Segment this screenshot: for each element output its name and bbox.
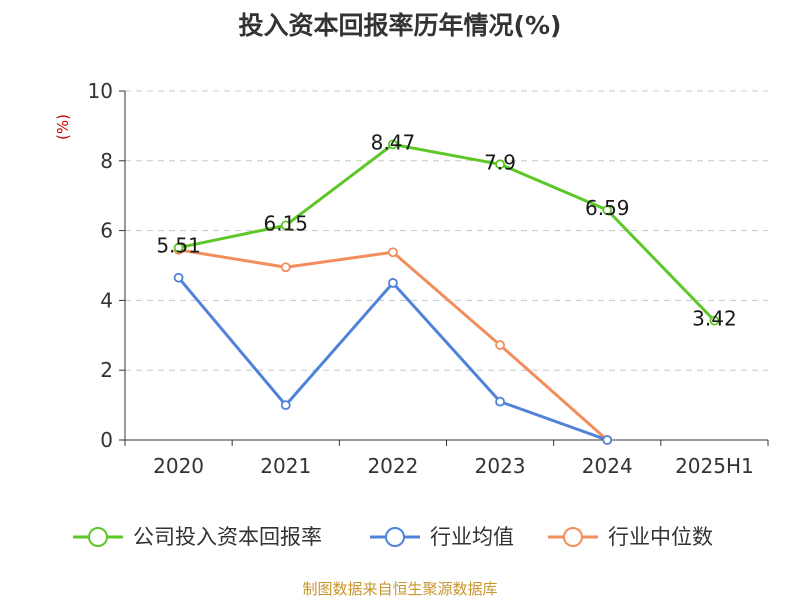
data-point-0: [495, 159, 505, 170]
series-lines: [177, 142, 716, 442]
legend-item-2: 行业中位数: [548, 525, 713, 549]
legend-item-0: 公司投入资本回报率: [73, 525, 322, 549]
x-tick-label: 2022: [367, 454, 418, 478]
y-tick-label: 2: [100, 358, 113, 382]
legend-marker: [88, 527, 108, 547]
source-footer: 制图数据来自恒生聚源数据库: [302, 580, 498, 598]
legend-label: 行业中位数: [608, 525, 713, 549]
y-tick-label: 10: [88, 79, 113, 103]
x-tick-label: 2024: [582, 454, 633, 478]
data-point-0: [709, 315, 720, 326]
data-point-0: [173, 242, 184, 253]
y-tick-label: 8: [100, 149, 113, 173]
data-point-2: [280, 262, 291, 273]
x-tick-label: 2020: [153, 454, 204, 478]
data-label: 7.9: [484, 150, 516, 174]
data-point-0: [602, 205, 613, 215]
legend-label: 公司投入资本回报率: [133, 525, 322, 549]
legend-marker: [563, 527, 583, 547]
x-tick-label: 2023: [475, 454, 526, 478]
series-line-1: [177, 276, 608, 442]
data-point-1: [388, 278, 398, 288]
data-point-2: [495, 340, 505, 350]
data-labels: 5.51 6.15 8.47 7.9 6.59 3.42: [156, 130, 736, 330]
y-axis-label: (%): [54, 114, 72, 140]
data-label: 3.42: [692, 307, 737, 331]
series-line-0: [178, 142, 716, 322]
x-tick-label: 2025H1: [675, 454, 754, 478]
data-point-2: [388, 247, 398, 258]
axes: 0 2 4 6 8 10 2020 2021 2022 2023 2024 2025H1: [88, 79, 769, 478]
y-tick-label: 4: [100, 288, 113, 312]
series-points: [173, 139, 720, 445]
legend-label: 行业均值: [430, 525, 514, 549]
data-label: 6.15: [263, 211, 308, 235]
data-point-1: [602, 435, 613, 445]
y-tick-label: 6: [100, 219, 113, 243]
data-point-1: [173, 272, 184, 283]
legend: 公司投入资本回报率 行业均值 行业中位数: [73, 525, 713, 549]
legend-marker: [385, 527, 405, 547]
y-tick-label: 0: [100, 428, 113, 452]
x-tick-label: 2021: [260, 454, 311, 478]
data-point-1: [280, 400, 291, 411]
data-point-0: [388, 139, 398, 150]
data-point-0: [280, 220, 291, 231]
chart-title: 投入资本回报率历年情况(%): [238, 11, 562, 40]
data-label: 5.51: [156, 234, 201, 258]
legend-item-1: 行业均值: [370, 525, 514, 549]
data-label: 8.47: [371, 130, 416, 154]
data-label: 6.59: [585, 196, 630, 220]
data-point-1: [495, 396, 505, 407]
